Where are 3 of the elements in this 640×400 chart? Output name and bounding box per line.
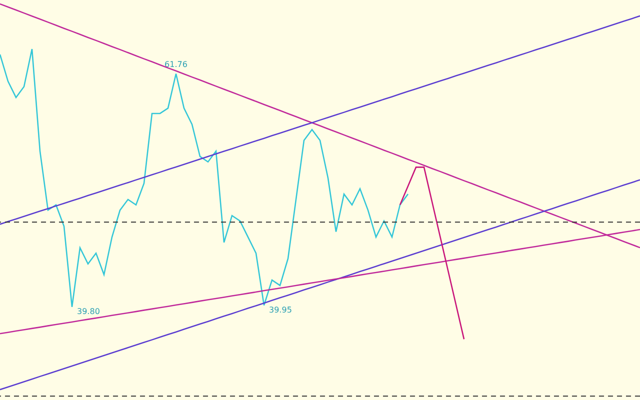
data-label: 39.95	[269, 305, 292, 314]
data-label: 39.80	[77, 306, 100, 316]
data-label: 61.76	[164, 60, 188, 69]
